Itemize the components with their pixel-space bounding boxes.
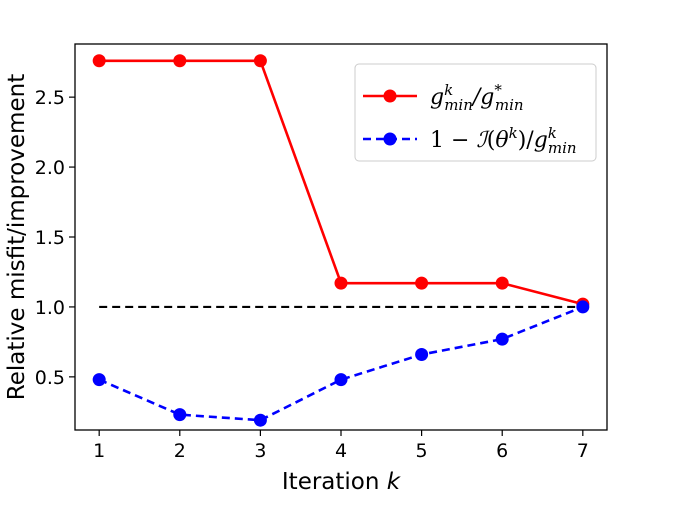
series-2-line	[98, 305, 584, 422]
y-tick-label-2: 1.0	[35, 297, 65, 319]
x-tick-label-3: 3	[254, 440, 266, 462]
y-tick-label-3: 1.5	[35, 227, 65, 249]
series-2-point-7	[576, 300, 590, 314]
legend-swatch-marker-2	[383, 132, 397, 146]
y-tick-label-1: 0.5	[35, 367, 65, 389]
x-axis-label-text: Iteration	[282, 469, 380, 495]
legend-label-1: gk min/g* min	[430, 81, 524, 114]
x-tick-label-5: 5	[416, 440, 428, 462]
plot-area	[92, 54, 590, 427]
legend-entry-series-2: 1 − ℐ(θk)/gk min	[363, 124, 577, 157]
series-2-point-4	[334, 373, 348, 387]
x-tick-label-7: 7	[577, 440, 589, 462]
series-1-point-4	[334, 276, 348, 290]
series-1-point-5	[415, 276, 429, 290]
x-axis-label-var: k	[387, 469, 402, 495]
x-tick-label-6: 6	[496, 440, 508, 462]
axis-ticks: 1 2 3 4 5 6 7 0.5 1.0 1.5 2.0 2.5	[35, 87, 589, 462]
y-axis-label: Relative misfit/improvement	[4, 74, 30, 400]
x-tick-label-2: 2	[174, 440, 186, 462]
series-1-point-3	[253, 54, 267, 68]
x-axis-label: Iteration k	[282, 469, 402, 495]
legend-box	[354, 63, 597, 162]
y-tick-label-4: 2.0	[35, 157, 65, 179]
series-1-point-1	[92, 54, 106, 68]
series-2-point-3	[253, 413, 267, 427]
series-2-point-2	[173, 408, 187, 422]
x-tick-label-4: 4	[335, 440, 347, 462]
y-tick-label-5: 2.5	[35, 87, 65, 109]
series-1-point-2	[173, 54, 187, 68]
x-tick-label-1: 1	[93, 440, 105, 462]
legend-swatch-marker-1	[383, 89, 397, 103]
legend-label-2: 1 − ℐ(θk)/gk min	[430, 124, 577, 157]
legend: gk min/g* min 1 − ℐ(θk)/gk min	[354, 63, 597, 162]
series-2-point-1	[92, 373, 106, 387]
series-2-point-6	[495, 332, 509, 346]
series-1-point-6	[495, 276, 509, 290]
series-2-point-5	[415, 347, 429, 361]
legend-entry-series-1: gk min/g* min	[363, 81, 524, 114]
